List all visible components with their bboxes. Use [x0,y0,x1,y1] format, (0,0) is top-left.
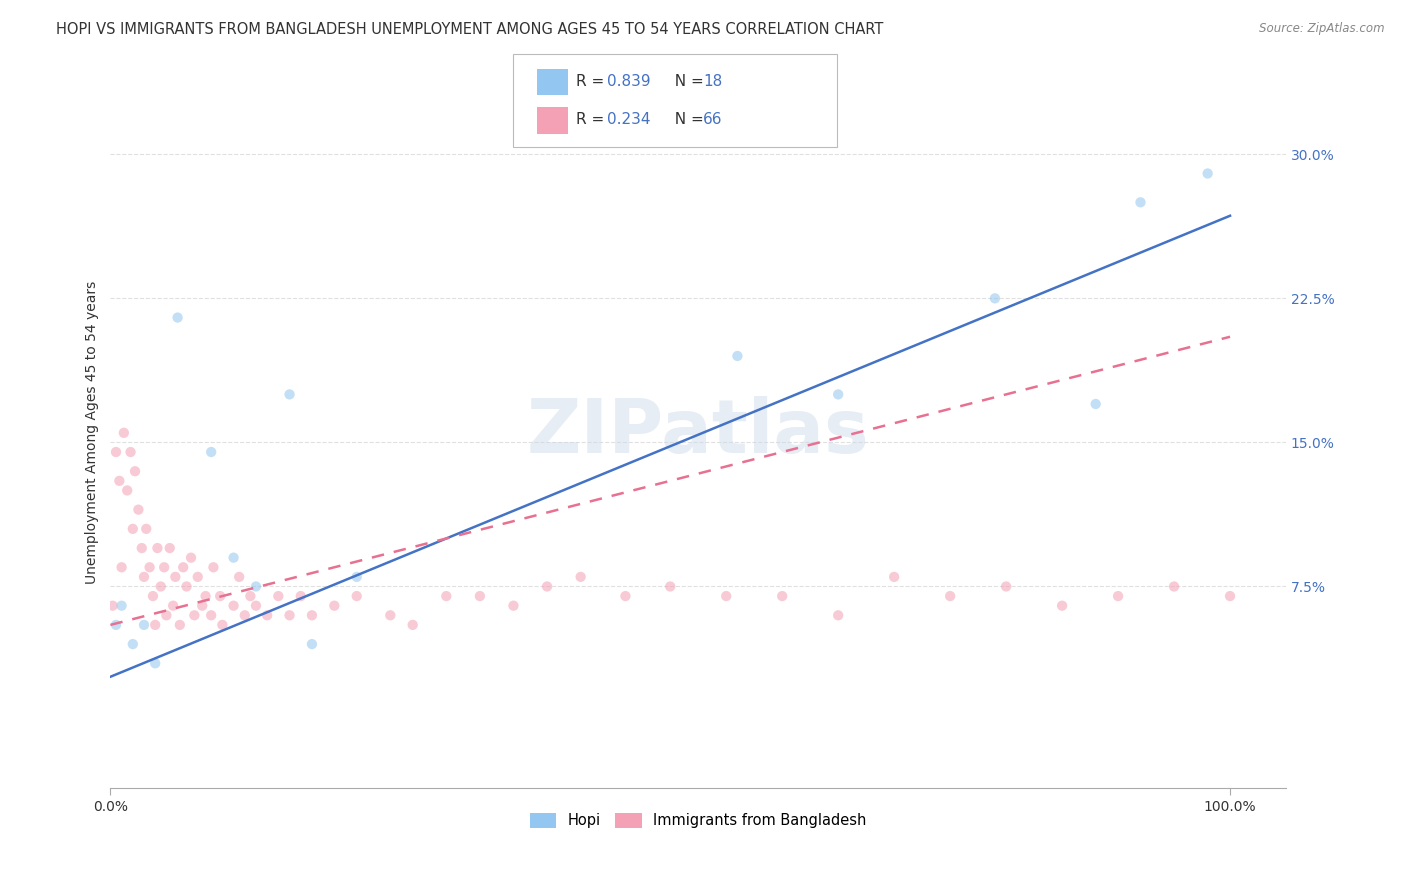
Point [725,349,748,363]
Point [984,291,1007,305]
Point [155,608,177,623]
Point [402,618,425,632]
Point [115,483,138,498]
Point [614,589,637,603]
Text: N =: N = [665,74,709,88]
Point [222,550,245,565]
Point [121,637,143,651]
Text: Source: ZipAtlas.com: Source: ZipAtlas.com [1260,22,1385,36]
Point [135,522,157,536]
Text: 66: 66 [703,112,723,127]
Point [127,502,149,516]
Point [172,560,194,574]
Point [153,560,176,574]
Point [301,608,323,623]
Point [1084,397,1107,411]
Point [233,608,256,623]
Point [183,608,205,623]
Point [124,464,146,478]
Point [239,589,262,603]
Point [346,589,368,603]
Point [883,570,905,584]
Text: 0.839: 0.839 [607,74,651,88]
Point [165,570,187,584]
Point [112,425,135,440]
Point [346,570,368,584]
Point [716,589,738,603]
Point [1197,166,1219,180]
Point [149,579,172,593]
Point [245,599,267,613]
Point [121,522,143,536]
Point [143,657,166,671]
Point [105,618,128,632]
Text: 0.234: 0.234 [607,112,651,127]
Point [120,445,142,459]
Point [222,599,245,613]
Point [143,618,166,632]
Text: 18: 18 [703,74,723,88]
Point [191,599,214,613]
Point [1219,589,1241,603]
Point [995,579,1018,593]
Text: R =: R = [576,74,610,88]
Point [569,570,592,584]
Point [827,608,849,623]
Point [827,387,849,401]
Text: N =: N = [665,112,709,127]
Point [278,387,301,401]
Point [108,474,131,488]
Point [202,560,225,574]
Point [290,589,312,603]
Point [101,599,124,613]
Point [468,589,491,603]
Point [1050,599,1073,613]
Point [211,618,233,632]
Legend: Hopi, Immigrants from Bangladesh: Hopi, Immigrants from Bangladesh [524,807,873,834]
Point [132,570,155,584]
Point [256,608,278,623]
Point [1129,195,1152,210]
Point [200,445,222,459]
Point [228,570,250,584]
Point [194,589,217,603]
Point [434,589,457,603]
Point [142,589,165,603]
Point [245,579,267,593]
Point [278,608,301,623]
Point [187,570,209,584]
Text: R =: R = [576,112,610,127]
Point [138,560,160,574]
Point [180,550,202,565]
Point [536,579,558,593]
Point [132,618,155,632]
Y-axis label: Unemployment Among Ages 45 to 54 years: Unemployment Among Ages 45 to 54 years [86,281,100,584]
Point [267,589,290,603]
Point [323,599,346,613]
Point [110,560,132,574]
Point [110,599,132,613]
Text: ZIPatlas: ZIPatlas [527,396,869,469]
Point [209,589,232,603]
Point [146,541,169,555]
Point [939,589,962,603]
Point [380,608,402,623]
Point [131,541,153,555]
Point [1163,579,1185,593]
Text: HOPI VS IMMIGRANTS FROM BANGLADESH UNEMPLOYMENT AMONG AGES 45 TO 54 YEARS CORREL: HOPI VS IMMIGRANTS FROM BANGLADESH UNEMP… [56,22,883,37]
Point [659,579,682,593]
Point [105,445,128,459]
Point [162,599,184,613]
Point [166,310,188,325]
Point [1107,589,1129,603]
Point [301,637,323,651]
Point [770,589,793,603]
Point [200,608,222,623]
Point [159,541,181,555]
Point [169,618,191,632]
Point [176,579,198,593]
Point [502,599,524,613]
